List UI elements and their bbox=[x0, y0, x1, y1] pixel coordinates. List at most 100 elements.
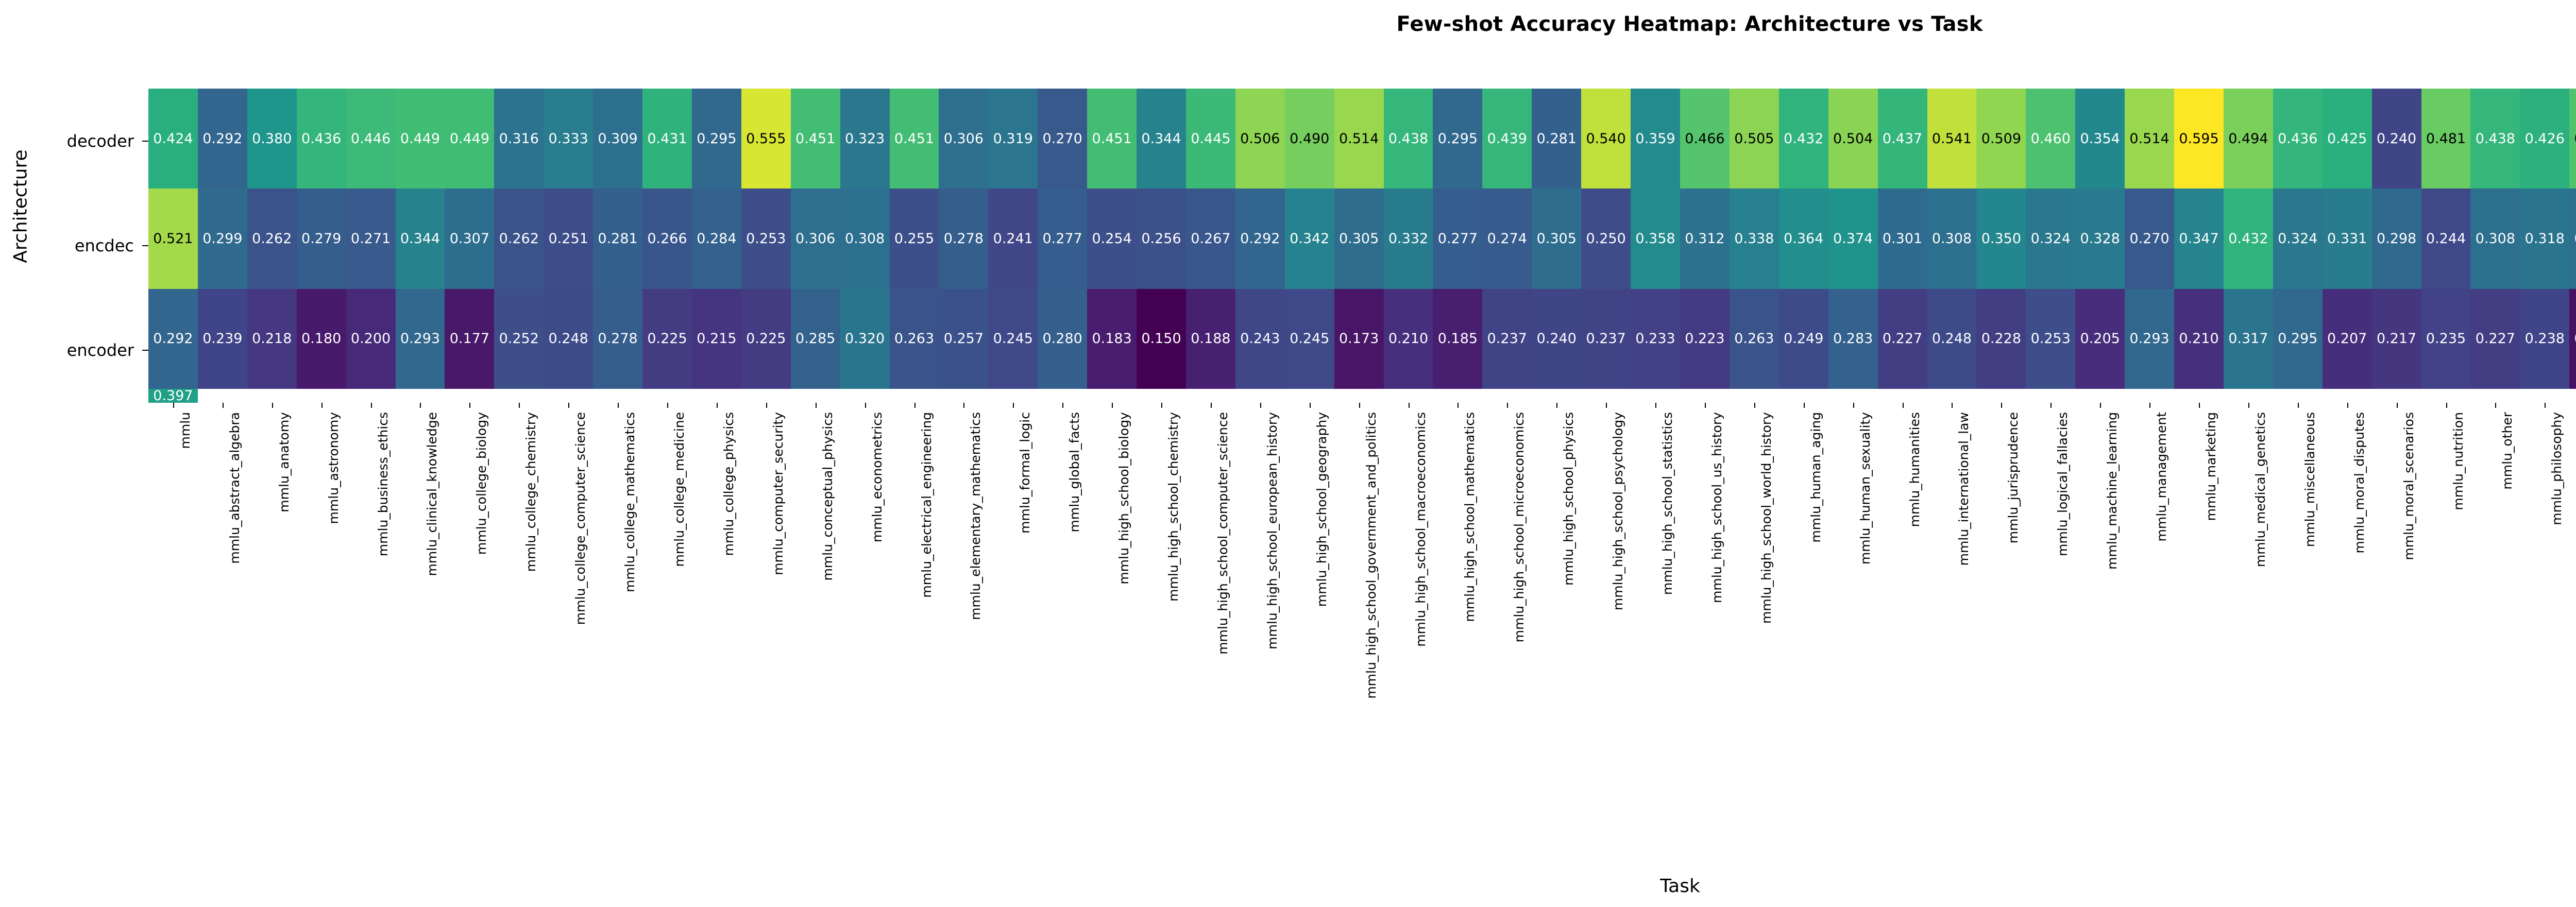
x-tick-label: mmlu_computer_security bbox=[770, 412, 786, 575]
heatmap-cell: 0.249 bbox=[1778, 288, 1828, 389]
heatmap-cell: 0.173 bbox=[1334, 288, 1384, 389]
x-tick-mark bbox=[1062, 403, 1064, 408]
heatmap-cell: 0.432 bbox=[1778, 89, 1828, 189]
x-tick-mark bbox=[716, 403, 718, 408]
y-tick-mark bbox=[142, 245, 148, 246]
heatmap-cell-value: 0.308 bbox=[2475, 230, 2516, 247]
x-tick-label: mmlu_high_school_computer_science bbox=[1215, 412, 1230, 655]
x-tick-label: mmlu_high_school_geography bbox=[1314, 412, 1329, 607]
heatmap-cell-value: 0.253 bbox=[2030, 331, 2071, 347]
heatmap-cell-value: 0.344 bbox=[400, 230, 440, 247]
x-axis-label: Task bbox=[1660, 876, 1700, 897]
heatmap-cell: 0.254 bbox=[1087, 189, 1137, 289]
heatmap-cell-value: 0.217 bbox=[2376, 331, 2417, 347]
heatmap-plot-area: 0.424 0.292 0.380 0.436 0.446 0.449 0.449 0.316… bbox=[148, 89, 2576, 403]
heatmap-cell-value: 0.319 bbox=[993, 130, 1033, 147]
heatmap-cell-value: 0.248 bbox=[548, 331, 588, 347]
heatmap-cell: 0.438 bbox=[2470, 89, 2520, 189]
x-tick-label: mmlu_electrical_engineering bbox=[919, 412, 934, 598]
x-tick-mark bbox=[2248, 403, 2249, 408]
heatmap-cell: 0.425 bbox=[2322, 89, 2372, 189]
x-tick-label: mmlu_college_biology bbox=[474, 412, 489, 555]
heatmap-cell: 0.256 bbox=[1137, 189, 1186, 289]
heatmap-cell-value: 0.168 bbox=[2574, 332, 2576, 346]
x-tick-mark bbox=[2446, 403, 2447, 408]
heatmap-cell: 0.320 bbox=[840, 288, 890, 389]
heatmap-cell-value: 0.451 bbox=[1092, 130, 1132, 147]
heatmap-cell-value: 0.271 bbox=[350, 230, 391, 247]
x-tick-label: mmlu_high_school_microeconomics bbox=[1512, 412, 1527, 643]
x-tick-mark bbox=[1161, 403, 1163, 408]
x-tick-label: mmlu_high_school_european_history bbox=[1264, 412, 1280, 649]
heatmap-cell-value: 0.292 bbox=[202, 130, 243, 147]
x-tick-label: mmlu_college_medicine bbox=[671, 412, 687, 567]
heatmap-cell: 0.307 bbox=[445, 189, 495, 289]
x-tick-label: mmlu_marketing bbox=[2203, 412, 2218, 521]
heatmap-cell: 0.308 bbox=[840, 189, 890, 289]
heatmap-cell-value: 0.200 bbox=[350, 331, 391, 347]
x-tick-label: mmlu_econometrics bbox=[869, 412, 885, 543]
heatmap-cell-value: 0.317 bbox=[2228, 331, 2268, 347]
x-tick-mark bbox=[370, 403, 372, 408]
x-tick-mark bbox=[2495, 403, 2497, 408]
heatmap-cell-value: 0.256 bbox=[1141, 230, 1181, 247]
x-tick-label: mmlu_nutrition bbox=[2450, 412, 2466, 510]
heatmap-cell-value: 0.449 bbox=[400, 130, 440, 147]
heatmap-cell: 0.244 bbox=[2421, 189, 2471, 289]
heatmap-cell: 0.424 bbox=[148, 89, 198, 189]
heatmap-cell-value: 0.431 bbox=[647, 130, 687, 147]
heatmap-cell-value: 0.228 bbox=[1981, 331, 2021, 347]
heatmap-cell: 0.317 bbox=[2223, 288, 2273, 389]
x-tick-mark bbox=[1359, 403, 1360, 408]
heatmap-cell-value: 0.284 bbox=[697, 230, 737, 247]
heatmap-cell-value: 0.451 bbox=[795, 130, 836, 147]
x-tick-mark bbox=[618, 403, 619, 408]
heatmap-cell: 0.490 bbox=[1284, 89, 1334, 189]
heatmap-cell: 0.595 bbox=[2174, 89, 2224, 189]
heatmap-cell: 0.263 bbox=[1729, 288, 1779, 389]
x-tick-mark bbox=[420, 403, 421, 408]
heatmap-cell: 0.210 bbox=[2174, 288, 2224, 389]
heatmap-cell: 0.463 bbox=[2569, 89, 2576, 189]
heatmap-cell: 0.521 bbox=[148, 189, 198, 289]
heatmap-cell-value: 0.320 bbox=[844, 331, 885, 347]
heatmap-cell-value: 0.308 bbox=[844, 230, 885, 247]
heatmap-cell-value: 0.293 bbox=[2129, 331, 2170, 347]
x-tick-mark bbox=[1606, 403, 1607, 408]
x-tick-mark bbox=[2396, 403, 2398, 408]
heatmap-cell-value: 0.436 bbox=[2278, 130, 2318, 147]
heatmap-cell: 0.514 bbox=[1334, 89, 1384, 189]
y-tick-mark bbox=[142, 350, 148, 351]
heatmap-cell-value: 0.541 bbox=[1931, 130, 1972, 147]
x-tick-mark bbox=[963, 403, 965, 408]
heatmap-cell-value: 0.235 bbox=[2426, 331, 2466, 347]
x-tick-mark bbox=[865, 403, 866, 408]
heatmap-cell-value: 0.595 bbox=[2179, 130, 2219, 147]
heatmap-cell: 0.227 bbox=[2470, 288, 2520, 389]
heatmap-cell: 0.255 bbox=[889, 189, 939, 289]
heatmap-cell: 0.292 bbox=[197, 89, 247, 189]
heatmap-cell-value: 0.253 bbox=[746, 230, 786, 247]
heatmap-cell: 0.281 bbox=[1532, 89, 1582, 189]
x-tick-label: mmlu_formal_logic bbox=[1018, 412, 1033, 534]
x-tick-mark bbox=[1754, 403, 1755, 408]
heatmap-cell-value: 0.309 bbox=[598, 130, 638, 147]
heatmap-cell: 0.451 bbox=[889, 89, 939, 189]
heatmap-cell: 0.323 bbox=[840, 89, 890, 189]
x-tick-mark bbox=[1458, 403, 1459, 408]
heatmap-cell: 0.305 bbox=[1532, 189, 1582, 289]
heatmap-cell: 0.278 bbox=[593, 288, 643, 389]
x-tick-marks bbox=[148, 403, 2576, 409]
heatmap-cell: 0.251 bbox=[544, 189, 594, 289]
x-tick-label: mmlu_clinical_knowledge bbox=[425, 412, 440, 576]
heatmap-cell: 0.227 bbox=[1877, 288, 1927, 389]
heatmap-cell: 0.280 bbox=[1038, 288, 1088, 389]
heatmap-cell-value: 0.460 bbox=[2030, 130, 2071, 147]
heatmap-cell: 0.308 bbox=[2470, 189, 2520, 289]
heatmap-cell-value: 0.188 bbox=[1191, 331, 1231, 347]
heatmap-cell: 0.354 bbox=[2075, 89, 2125, 189]
x-tick-mark bbox=[222, 403, 224, 408]
x-tick-mark bbox=[914, 403, 916, 408]
heatmap-cell: 0.338 bbox=[1729, 189, 1779, 289]
